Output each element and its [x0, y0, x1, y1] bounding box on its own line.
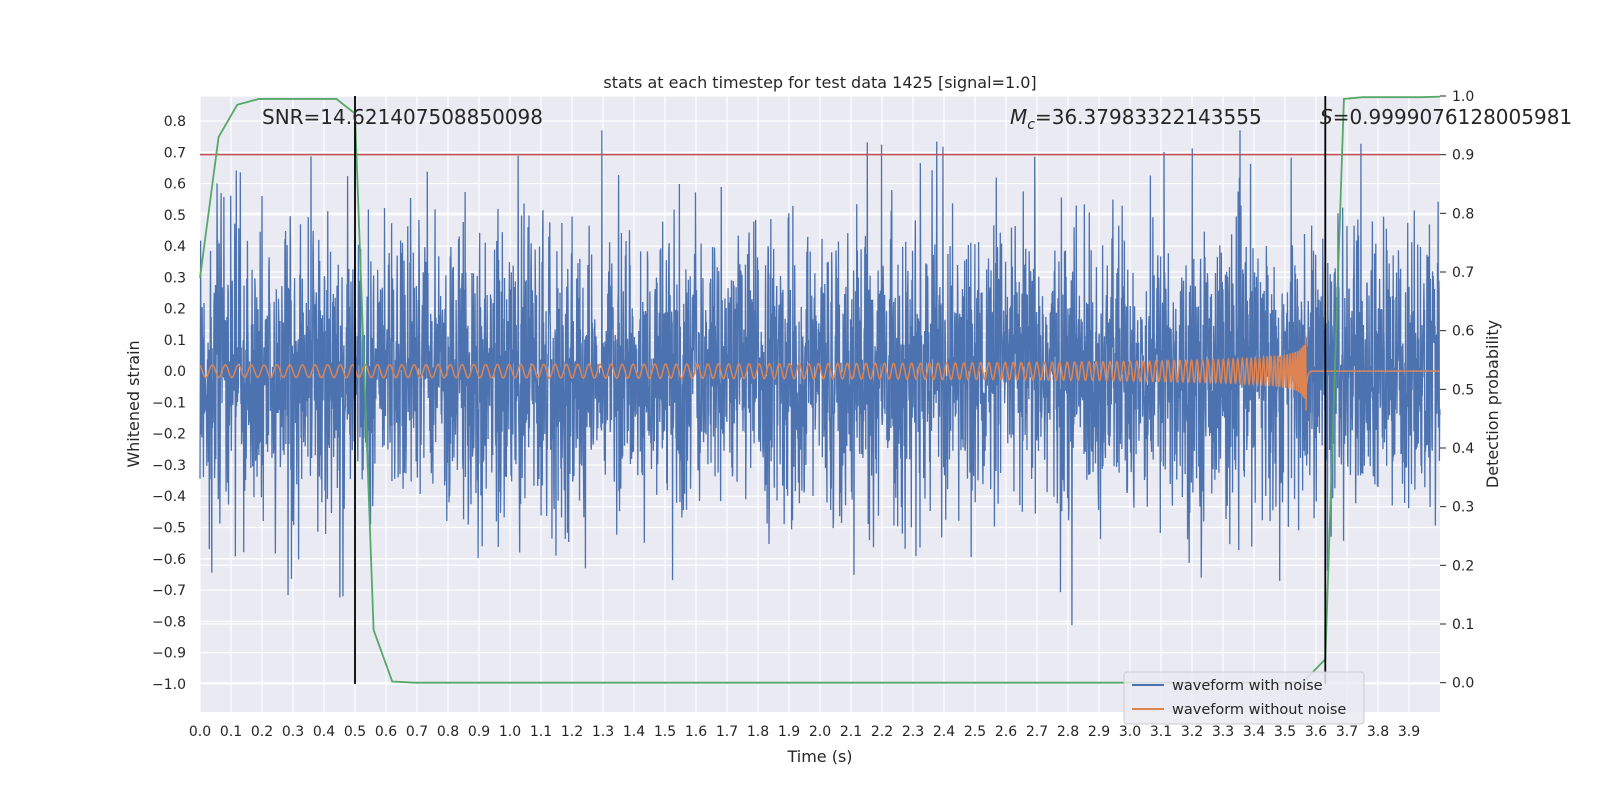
legend-label-waveform-with-noise: waveform with noise: [1172, 678, 1323, 694]
y2-tick-label: 0.5: [1452, 382, 1474, 398]
x-tick-label: 0.3: [282, 724, 304, 740]
x-tick-label: 3.0: [1119, 724, 1141, 740]
s-symbol: S: [1320, 105, 1333, 129]
y2-tick-label: 0.0: [1452, 676, 1474, 692]
x-tick-label: 0.4: [313, 724, 335, 740]
x-tick-label: 2.2: [871, 724, 893, 740]
y-tick-label: 0.2: [164, 302, 186, 318]
x-tick-label: 3.4: [1243, 724, 1265, 740]
x-tick-label: 1.5: [654, 724, 676, 740]
x-tick-label: 1.7: [716, 724, 738, 740]
y-tick-label: −0.4: [152, 489, 186, 505]
legend-box: [1123, 671, 1365, 725]
x-tick-label: 0.7: [406, 724, 428, 740]
y-tick-label: 0.1: [164, 333, 186, 349]
y-tick-label: 0.7: [164, 145, 186, 161]
x-tick-label: 3.2: [1181, 724, 1203, 740]
x-tick-label: 2.9: [1088, 724, 1110, 740]
chirp-mass-subscript: c: [1027, 117, 1035, 133]
y-tick-label: −0.5: [152, 521, 186, 537]
x-tick-label: 0.9: [468, 724, 490, 740]
series-waveform-with-noise: [199, 130, 1441, 626]
x-tick-label: 2.5: [964, 724, 986, 740]
x-tick-label: 3.5: [1274, 724, 1296, 740]
y-tick-label: 0.3: [164, 270, 186, 286]
x-tick-label: 2.6: [995, 724, 1017, 740]
y-tick-label: −0.3: [152, 458, 186, 474]
x-tick-label: 3.3: [1212, 724, 1234, 740]
x-tick-label: 3.9: [1398, 724, 1420, 740]
x-tick-label: 1.6: [685, 724, 707, 740]
series-waveform-without-noise: [199, 335, 1440, 411]
x-tick-label: 2.7: [1026, 724, 1048, 740]
y-tick-label: −0.1: [152, 395, 186, 411]
y2-axis-label: Detection probability: [1483, 320, 1502, 488]
chirp-mass-annotation: Mc=36.37983322143555: [1010, 105, 1262, 133]
s-value: =0.9999076128005981: [1333, 105, 1572, 129]
x-tick-label: 0.2: [251, 724, 273, 740]
axes-text: 0.0 0.1 0.2 0.3 0.4 0.5 0.6 0.7 0.8 0.9 1.0 1.1 1.2 1…: [152, 89, 1474, 740]
x-tick-label: 2.1: [840, 724, 862, 740]
x-tick-label: 1.8: [747, 724, 769, 740]
x-tick-label: 1.2: [561, 724, 583, 740]
y-tick-label: −0.8: [152, 614, 186, 630]
x-tick-label: 3.1: [1150, 724, 1172, 740]
series-detection-probability: [199, 95, 1441, 684]
x-tick-label: 2.4: [933, 724, 955, 740]
chart-title: stats at each timestep for test data 142…: [603, 73, 1036, 92]
y2-tick-label: 0.2: [1452, 558, 1474, 574]
legend: waveform with noise waveform without noi…: [1123, 671, 1365, 725]
x-tick-label: 1.9: [778, 724, 800, 740]
x-tick-label: 0.6: [375, 724, 397, 740]
y2-tick-label: 1.0: [1452, 89, 1474, 105]
y-axis-label: Whitened strain: [124, 340, 143, 467]
x-tick-label: 0.5: [344, 724, 366, 740]
x-tick-label: 1.4: [623, 724, 645, 740]
y-tick-label: −0.9: [152, 646, 186, 662]
y2-tick-label: 0.3: [1452, 500, 1474, 516]
x-tick-label: 3.6: [1305, 724, 1327, 740]
x-tick-label: 2.8: [1057, 724, 1079, 740]
x-tick-label: 1.1: [530, 724, 552, 740]
y-tick-label: 0.8: [164, 114, 186, 130]
x-tick-label: 1.0: [499, 724, 521, 740]
x-tick-label: 0.1: [220, 724, 242, 740]
y2-tick-label: 0.7: [1452, 265, 1474, 281]
x-tick-label: 3.8: [1367, 724, 1389, 740]
x-tick-label: 3.7: [1336, 724, 1358, 740]
y-tick-label: 0.4: [164, 239, 186, 255]
x-tick-label: 0.8: [437, 724, 459, 740]
y-tick-label: 0.5: [164, 208, 186, 224]
y2-tick-label: 0.6: [1452, 324, 1474, 340]
series-layer: [199, 95, 1441, 684]
legend-label-waveform-without-noise: waveform without noise: [1172, 702, 1346, 718]
chirp-mass-value: =36.37983322143555: [1035, 105, 1262, 129]
y-tick-label: −0.7: [152, 583, 186, 599]
y2-tick-label: 0.9: [1452, 148, 1474, 164]
y2-tick-label: 0.8: [1452, 206, 1474, 222]
y2-tick-label: 0.1: [1452, 617, 1474, 633]
x-tick-label: 2.0: [809, 724, 831, 740]
x-tick-label: 1.3: [592, 724, 614, 740]
y-tick-label: 0.0: [164, 364, 186, 380]
x-axis-label: Time (s): [786, 747, 852, 766]
snr-annotation: SNR=14.621407508850098: [262, 105, 543, 129]
y-tick-label: −0.2: [152, 427, 186, 443]
x-tick-label: 0.0: [189, 724, 211, 740]
x-tick-label: 2.3: [902, 724, 924, 740]
y2-tick-label: 0.4: [1452, 441, 1474, 457]
y-tick-label: −1.0: [152, 677, 186, 693]
s-annotation: S=0.9999076128005981: [1320, 105, 1572, 129]
chirp-mass-symbol: M: [1010, 105, 1027, 129]
y-tick-label: 0.6: [164, 177, 186, 193]
y-tick-label: −0.6: [152, 552, 186, 568]
